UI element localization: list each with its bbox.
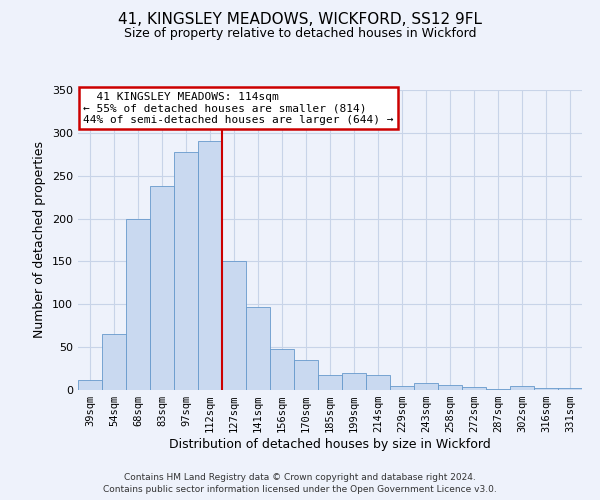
Text: 41 KINGSLEY MEADOWS: 114sqm
← 55% of detached houses are smaller (814)
44% of se: 41 KINGSLEY MEADOWS: 114sqm ← 55% of det… — [83, 92, 394, 124]
Bar — [462, 388, 486, 390]
Bar — [414, 383, 438, 390]
Text: 41, KINGSLEY MEADOWS, WICKFORD, SS12 9FL: 41, KINGSLEY MEADOWS, WICKFORD, SS12 9FL — [118, 12, 482, 28]
Bar — [198, 140, 222, 390]
Bar — [294, 360, 318, 390]
Bar — [246, 307, 270, 390]
Text: Size of property relative to detached houses in Wickford: Size of property relative to detached ho… — [124, 28, 476, 40]
Text: Contains HM Land Registry data © Crown copyright and database right 2024.: Contains HM Land Registry data © Crown c… — [124, 472, 476, 482]
Bar — [390, 386, 414, 390]
Bar — [486, 389, 510, 390]
Bar — [318, 374, 342, 390]
Bar — [222, 262, 246, 390]
Bar — [270, 349, 294, 390]
Bar — [150, 186, 174, 390]
Bar — [438, 385, 462, 390]
Bar — [558, 388, 582, 390]
Bar — [534, 388, 558, 390]
Text: Contains public sector information licensed under the Open Government Licence v3: Contains public sector information licen… — [103, 485, 497, 494]
Bar — [126, 218, 150, 390]
Bar — [102, 334, 126, 390]
X-axis label: Distribution of detached houses by size in Wickford: Distribution of detached houses by size … — [169, 438, 491, 451]
Bar — [342, 373, 366, 390]
Bar — [78, 380, 102, 390]
Bar — [510, 386, 534, 390]
Bar — [174, 152, 198, 390]
Y-axis label: Number of detached properties: Number of detached properties — [34, 142, 46, 338]
Bar — [366, 374, 390, 390]
